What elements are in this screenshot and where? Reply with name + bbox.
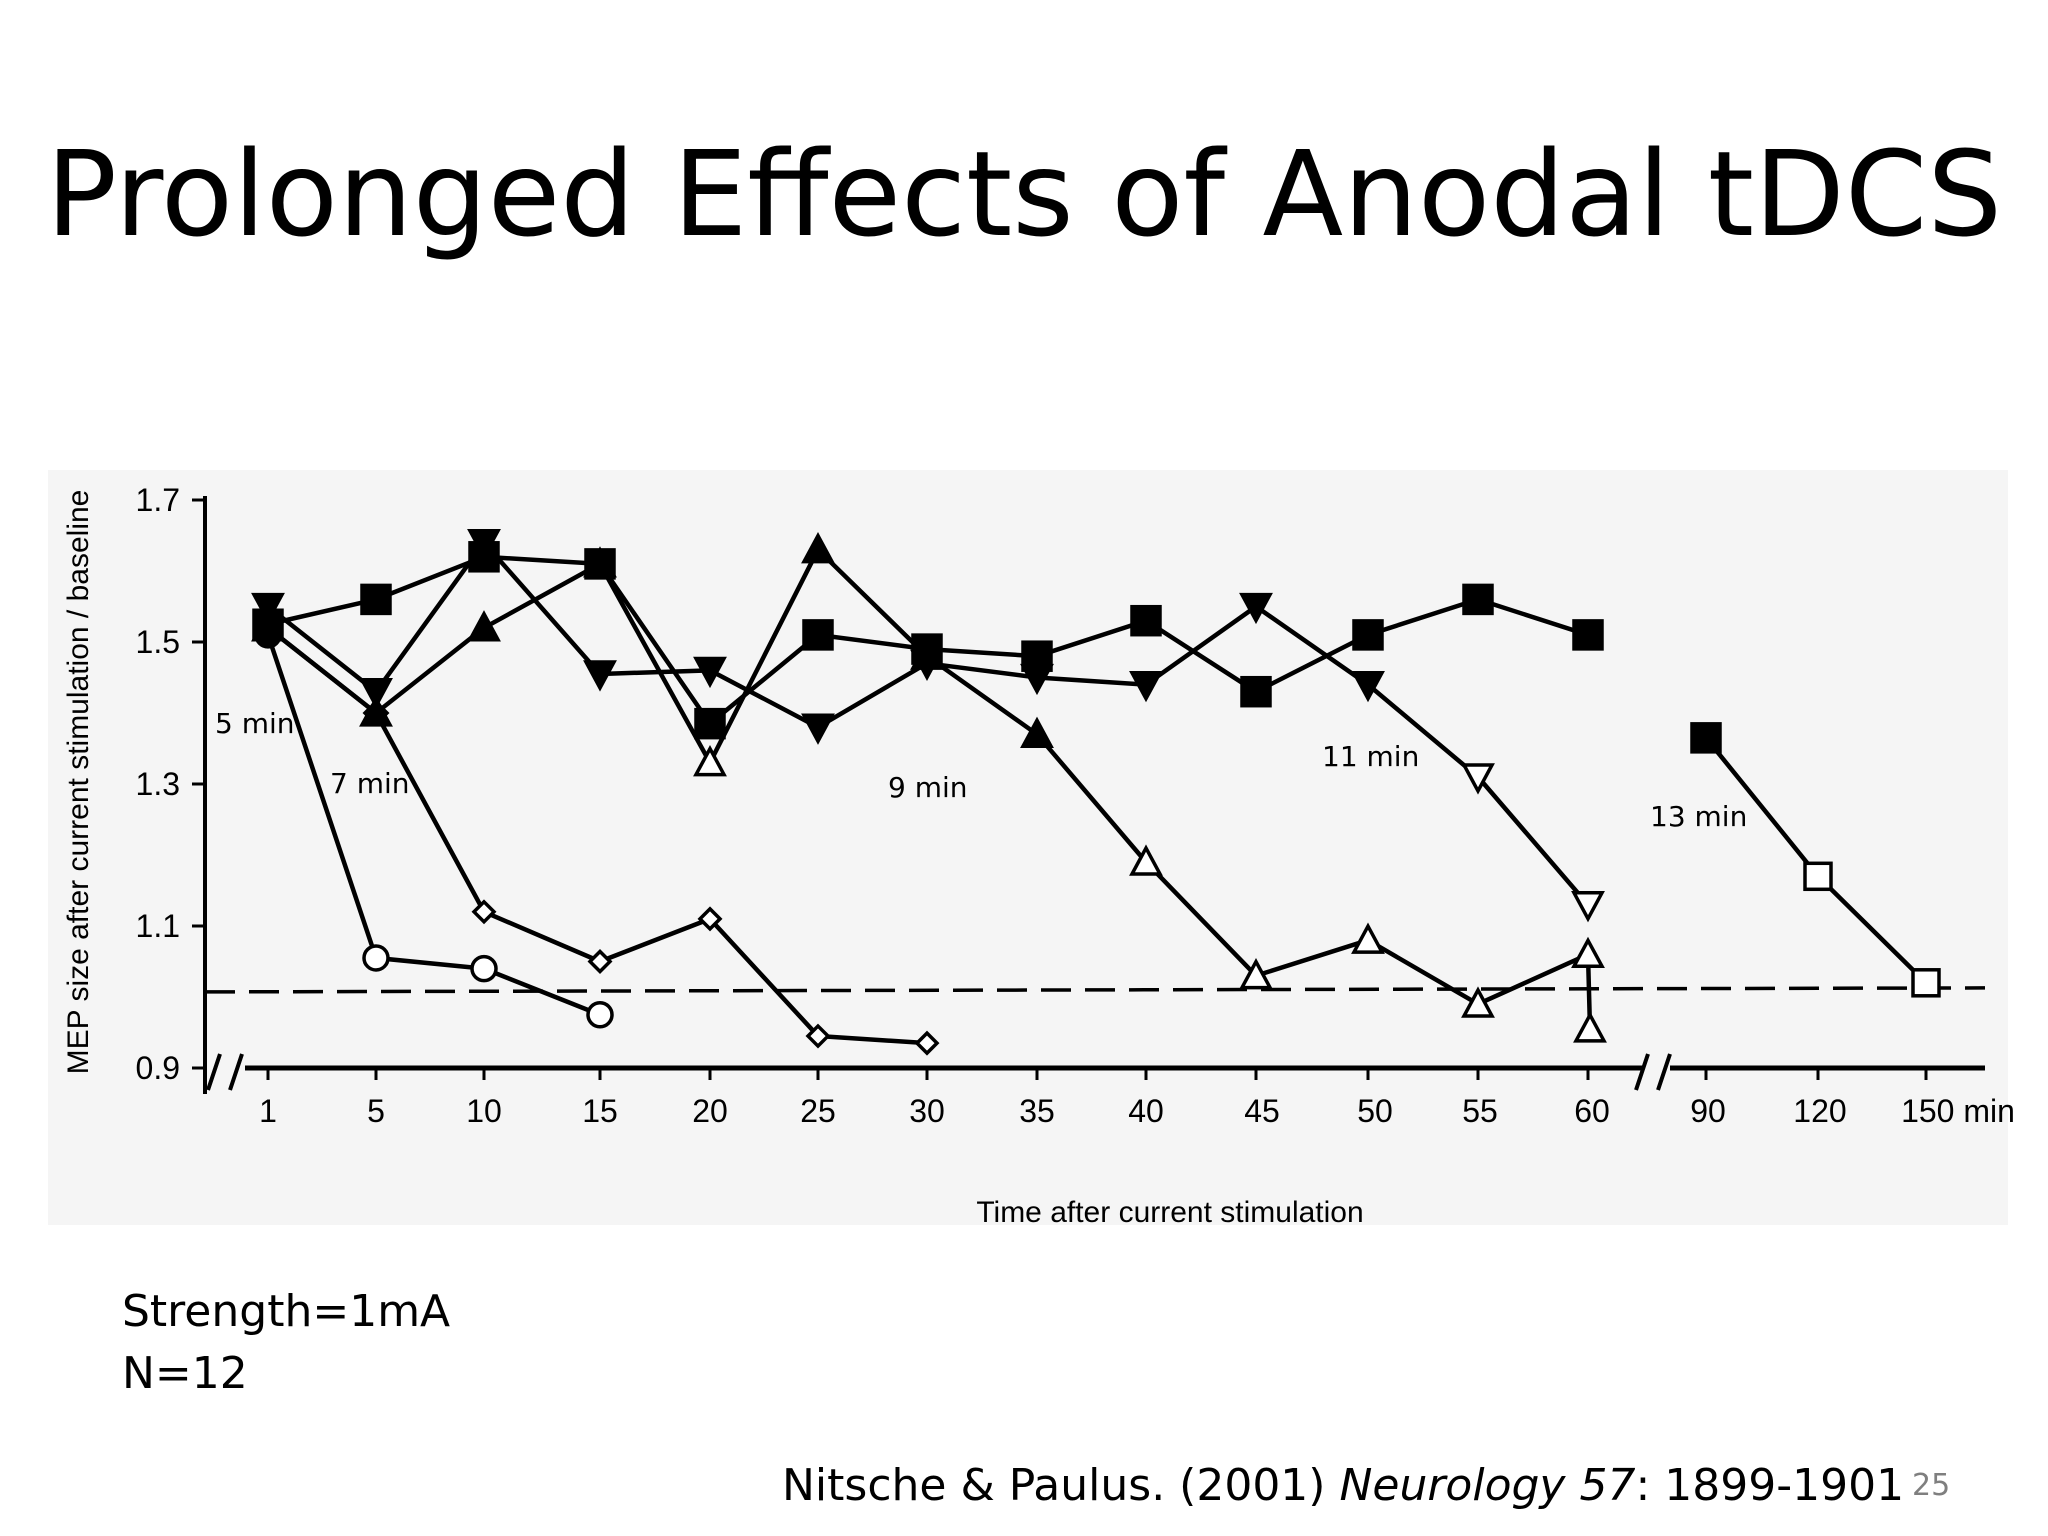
- x-tick-label: 1: [259, 1093, 277, 1129]
- series-13-min-point: [1572, 619, 1604, 651]
- x-tick-label: 25: [800, 1093, 836, 1129]
- series-13-min-point: [468, 541, 500, 573]
- y-tick-label: 1.1: [136, 908, 180, 944]
- n-note: N=12: [122, 1348, 248, 1399]
- x-tick-label: 5: [367, 1093, 385, 1129]
- axis-break-x-mid-2: [1656, 1053, 1672, 1091]
- series-13-min-point: [911, 633, 943, 665]
- x-tick-label: 35: [1019, 1093, 1055, 1129]
- x-tick-label: 45: [1244, 1093, 1280, 1129]
- chart-axes: [192, 496, 1985, 1094]
- series-5-min-point: [362, 944, 390, 972]
- y-tick-label: 0.9: [136, 1050, 180, 1086]
- series-13-min-point: [1462, 583, 1494, 616]
- series-11-min-point: [693, 656, 727, 689]
- series-11-min-label: 11 min: [1322, 740, 1419, 773]
- series-13-min-point: [1021, 640, 1053, 672]
- series-7-min-point: [914, 1030, 940, 1056]
- series-11-min-point: [251, 592, 285, 625]
- citation-authors: Nitsche & Paulus. (2001): [782, 1460, 1340, 1511]
- series-9-min-point: [467, 610, 501, 642]
- x-tick-label: 30: [909, 1093, 945, 1129]
- series-13-min-point: [584, 548, 616, 580]
- series-5-min-point: [470, 954, 498, 983]
- series-13-min-point: [252, 608, 284, 640]
- series-13-min-point: [1911, 968, 1941, 998]
- series-11-min-point: [1461, 763, 1495, 795]
- series-9-min-point: [1571, 936, 1605, 969]
- series-7-min-point: [587, 949, 613, 974]
- x-tick-label: 15: [582, 1093, 618, 1129]
- series-11-min-point: [1129, 670, 1163, 703]
- y-tick-label: 1.5: [136, 624, 180, 660]
- x-tick-label: 150 min: [1901, 1093, 2015, 1129]
- series-13-min-point: [1690, 722, 1722, 754]
- slide-title: Prolonged Effects of Anodal tDCS: [45, 125, 2003, 263]
- series-9-min-point: [1239, 958, 1273, 990]
- series-5-min-point: [586, 1001, 614, 1029]
- series-11-min-point: [1571, 891, 1605, 923]
- series-11-min-point: [359, 678, 393, 710]
- y-axis-title: MEP size after current stimulation / bas…: [62, 490, 95, 1075]
- citation-journal: Neurology 57: [1339, 1460, 1636, 1511]
- x-tick-label: 10: [466, 1093, 502, 1129]
- x-axis-title: Time after current stimulation: [976, 1196, 1363, 1229]
- page-number: 25: [1912, 1468, 1951, 1503]
- marks-layer: [251, 528, 1941, 1056]
- baseline-dashed-line: [204, 986, 1986, 994]
- x-tick-label: 40: [1128, 1093, 1164, 1129]
- baseline-layer: [204, 986, 1986, 994]
- x-tick-label: 90: [1690, 1093, 1726, 1129]
- x-tick-label: 50: [1357, 1093, 1393, 1129]
- series-7-min-point: [697, 906, 723, 932]
- series-11-min-point: [1239, 592, 1273, 625]
- citation-pages: : 1899-1901: [1635, 1460, 1905, 1511]
- series-11-min-point: [1351, 670, 1385, 703]
- axis-break-y: [206, 1053, 222, 1091]
- series-7-min-label: 7 min: [330, 767, 410, 800]
- y-tick-label: 1.3: [136, 766, 180, 802]
- axis-break-x-start: [228, 1053, 244, 1091]
- x-tick-label: 120: [1793, 1093, 1846, 1129]
- series-13-min-point: [1240, 675, 1272, 708]
- citation: Nitsche & Paulus. (2001) Neurology 57: 1…: [782, 1460, 1904, 1511]
- series-9-min-point: [1020, 716, 1054, 748]
- series-9-min-point: [693, 745, 727, 777]
- series-9-min-point: [1573, 1011, 1607, 1043]
- y-tick-label: 1.7: [136, 482, 180, 518]
- series-11-min-point: [801, 713, 835, 745]
- series-13-min-point: [802, 619, 834, 651]
- text-layer: 0.91.11.31.51.71 5 10 15 20 25 30 35 40 45 50 55 60 9…: [62, 482, 2015, 1229]
- series-9-min-point: [1129, 844, 1163, 876]
- strength-note: Strength=1mA: [122, 1286, 451, 1337]
- series-9-min-label: 9 min: [888, 771, 968, 804]
- series-9-min-point: [801, 532, 835, 564]
- series-13-min-label: 13 min: [1650, 800, 1747, 833]
- series-13-min-point: [694, 707, 726, 740]
- series-9-min-point: [359, 695, 393, 727]
- series-5-min-label: 5 min: [215, 707, 295, 740]
- series-5-min-line: [265, 634, 601, 1017]
- x-tick-label: 55: [1462, 1093, 1498, 1129]
- series-9-min-point: [1351, 922, 1385, 954]
- axis-break-x-mid-1: [1634, 1053, 1650, 1091]
- series-9-min-line: [266, 547, 1593, 1030]
- series-7-min-point: [471, 899, 497, 925]
- series-13-min-point: [1130, 604, 1162, 637]
- series-13-min-point: [1352, 619, 1384, 651]
- x-tick-label: 60: [1574, 1093, 1610, 1129]
- series-7-min-point: [805, 1023, 831, 1049]
- series-11-min-point: [583, 660, 617, 692]
- series-13-min-point: [360, 583, 392, 616]
- x-tick-label: 20: [692, 1093, 728, 1129]
- series-9-min-point: [1461, 986, 1495, 1018]
- series-13-min-point: [1803, 861, 1833, 892]
